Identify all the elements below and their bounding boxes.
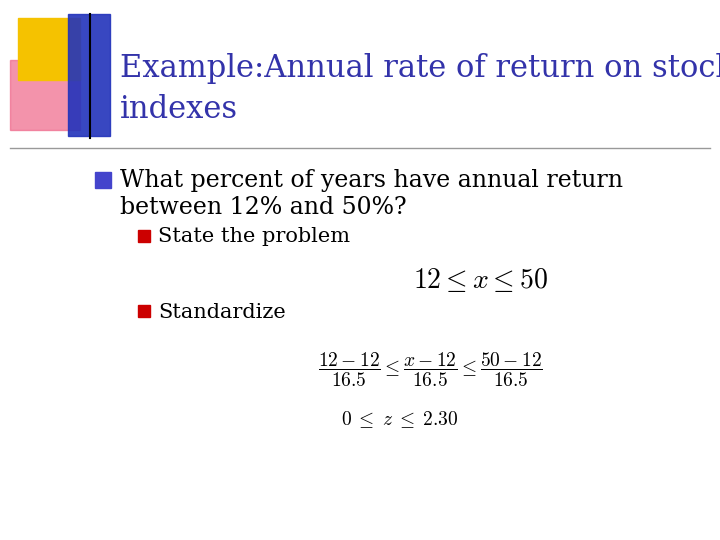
Bar	[138, 230, 150, 242]
FancyBboxPatch shape	[68, 14, 110, 136]
Text: between 12% and 50%?: between 12% and 50%?	[120, 197, 407, 219]
FancyBboxPatch shape	[18, 18, 80, 80]
Text: What percent of years have annual return: What percent of years have annual return	[120, 170, 623, 192]
Bar	[138, 305, 150, 317]
Text: $12 \leq x \leq 50$: $12 \leq x \leq 50$	[413, 266, 547, 294]
FancyBboxPatch shape	[10, 60, 80, 130]
Text: $\dfrac{12-12}{16.5} \leq \dfrac{x-12}{16.5} \leq \dfrac{50-12}{16.5}$: $\dfrac{12-12}{16.5} \leq \dfrac{x-12}{1…	[318, 351, 542, 389]
Text: $0 \;\leq\; z \;\leq\; 2.30$: $0 \;\leq\; z \;\leq\; 2.30$	[341, 410, 459, 430]
Bar	[95, 172, 111, 188]
Text: indexes: indexes	[120, 94, 238, 125]
Text: Standardize: Standardize	[158, 302, 286, 321]
Text: State the problem: State the problem	[158, 227, 350, 246]
Text: Example:Annual rate of return on stock: Example:Annual rate of return on stock	[120, 52, 720, 84]
